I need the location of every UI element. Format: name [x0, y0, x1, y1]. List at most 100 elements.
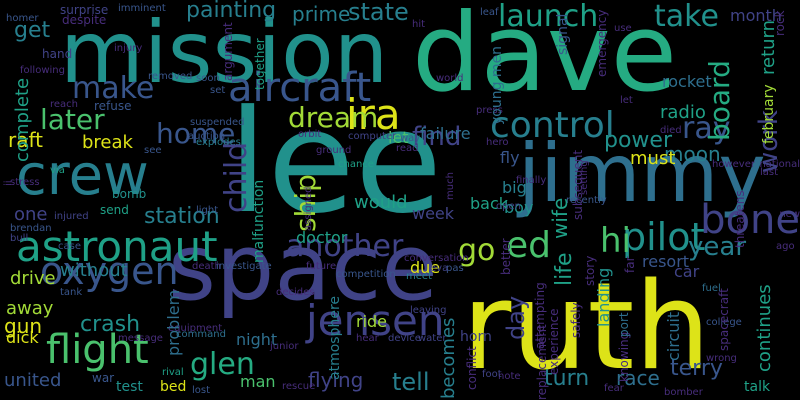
word-33: tell — [392, 368, 430, 396]
word-71: resort — [642, 252, 690, 271]
word-72: car — [674, 262, 700, 281]
word-167: circuit — [664, 311, 683, 361]
word-148: set — [210, 85, 226, 96]
word-149: leaf — [480, 7, 499, 18]
word-73: talk — [744, 379, 771, 395]
word-15: ira — [346, 90, 401, 139]
word-135: new — [779, 209, 800, 220]
word-183: conflict — [465, 346, 479, 390]
word-146: following — [20, 65, 65, 76]
word-180: port — [617, 312, 631, 337]
word-121: hit — [412, 19, 426, 30]
word-126: finally — [516, 175, 547, 186]
word-79: despite — [62, 13, 107, 27]
word-59: boy — [504, 198, 534, 217]
word-63: failure — [420, 124, 471, 143]
word-17: take — [654, 0, 719, 34]
word-171: together — [253, 38, 267, 90]
word-43: prime — [292, 2, 351, 26]
word-104: rival — [162, 367, 184, 378]
word-42: race — [616, 366, 660, 390]
word-26: ray — [682, 111, 731, 146]
word-11: aircraft — [228, 65, 372, 111]
word-129: way — [400, 133, 421, 144]
word-111: water — [418, 333, 447, 344]
word-93: bull — [10, 233, 29, 244]
word-112: orbit — [298, 129, 322, 140]
word-28: go — [458, 233, 496, 268]
word-110: leaving — [410, 305, 447, 316]
word-114: ground — [316, 145, 352, 156]
word-188: much — [445, 172, 456, 200]
word-172: argument — [221, 22, 235, 81]
word-191: setting — [579, 160, 590, 195]
word-48: dick — [6, 328, 39, 347]
word-179: knowing — [617, 331, 631, 382]
word-175: emergency — [595, 9, 609, 77]
word-27: hi — [600, 221, 631, 261]
word-25: ed — [506, 225, 551, 266]
word-99: competition — [336, 269, 396, 280]
word-12: oxygen — [40, 249, 179, 293]
word-152: board — [703, 60, 736, 141]
word-61: fly — [500, 148, 520, 167]
word-168: landing — [594, 267, 613, 327]
word-89: via — [50, 165, 65, 176]
word-20: make — [72, 71, 155, 106]
word-66: ride — [356, 312, 388, 331]
word-86: auction — [188, 131, 226, 142]
word-120: eva — [430, 263, 449, 274]
word-45: without — [60, 260, 128, 281]
word-10: jensen — [306, 296, 445, 345]
word-6: jimmy — [518, 127, 766, 220]
word-163: young men — [489, 45, 505, 125]
word-5: space — [168, 214, 438, 321]
word-82: refuse — [94, 99, 132, 113]
word-96: death — [192, 261, 221, 272]
word-50: united — [4, 370, 62, 391]
word-23: another — [286, 229, 404, 264]
word-52: man — [240, 372, 276, 391]
word-160: life — [552, 252, 577, 286]
word-100: decides — [276, 287, 315, 298]
word-119: pas — [446, 263, 464, 274]
word-117: meet — [406, 271, 432, 282]
word-130: let — [620, 95, 633, 106]
word-128: recently — [566, 195, 607, 206]
word-85: suspended — [190, 117, 245, 128]
word-78: surprise — [60, 3, 109, 17]
word-37: raft — [8, 128, 44, 152]
word-162: signal — [555, 13, 571, 55]
word-68: bed — [160, 379, 187, 395]
word-55: radio — [660, 102, 706, 123]
word-161: wife — [548, 197, 572, 239]
word-170: malfunction — [251, 179, 267, 263]
word-47: away — [6, 298, 54, 319]
word-56: doctor — [296, 228, 348, 247]
word-178: safely — [569, 302, 583, 338]
word-2: dave — [412, 0, 678, 116]
word-76: send — [100, 203, 129, 217]
word-109: device — [388, 333, 421, 344]
word-169: continues — [754, 284, 775, 372]
word-118: conversation — [404, 253, 469, 264]
word-95: tank — [60, 287, 83, 298]
word-166: atmosphere — [327, 296, 343, 380]
word-137: fuel — [702, 283, 721, 294]
word-101: equipment — [168, 323, 223, 334]
word-94: light — [196, 205, 219, 216]
word-125: hero — [486, 137, 509, 148]
word-81: reach — [50, 99, 79, 110]
word-150: case — [58, 241, 81, 252]
word-31: find — [412, 122, 462, 152]
word-19: later — [40, 103, 105, 136]
word-4: mission — [60, 3, 389, 103]
word-151: bone — [700, 197, 800, 243]
word-186: better — [499, 238, 513, 275]
word-75: horn — [460, 329, 492, 345]
word-136: ago — [776, 241, 795, 252]
word-39: power — [604, 128, 672, 153]
word-147: injury — [114, 43, 143, 54]
word-115: read — [396, 143, 419, 154]
